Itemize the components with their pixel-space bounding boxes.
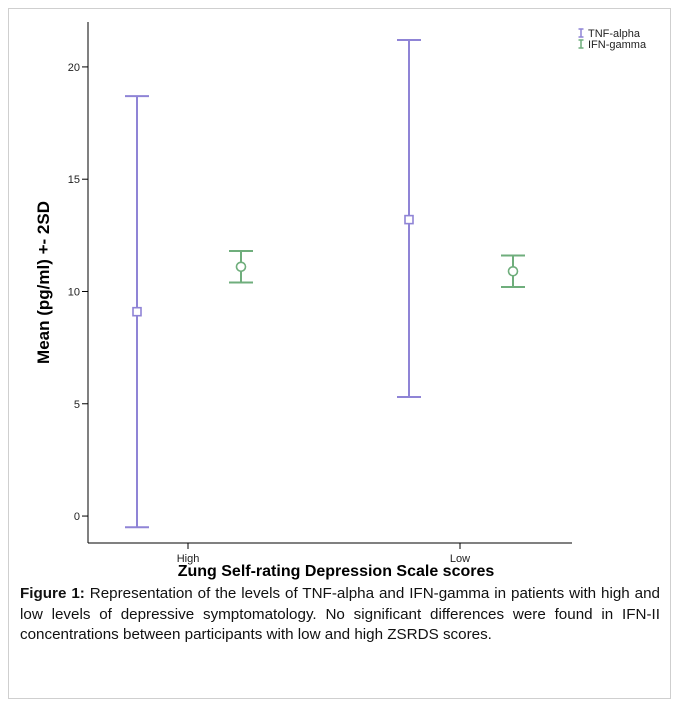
error-bar-ifn-gamma-low bbox=[501, 254, 525, 288]
legend-item-ifn-gamma: IFN-gamma bbox=[578, 39, 647, 51]
mean-marker bbox=[132, 306, 142, 317]
mean-marker bbox=[404, 214, 414, 225]
legend-label: TNF-alpha bbox=[588, 28, 641, 40]
error-bar-tnf-alpha-high bbox=[125, 95, 149, 529]
y-tick-label: 15 bbox=[68, 174, 80, 186]
error-bar-ifn-gamma-high bbox=[229, 250, 253, 284]
figure-frame bbox=[8, 8, 671, 699]
chart-marks bbox=[125, 38, 525, 529]
y-tick-label: 5 bbox=[74, 399, 80, 411]
x-axis-title: Zung Self-rating Depression Scale scores bbox=[178, 563, 495, 580]
x-tick-label: Low bbox=[450, 553, 470, 565]
y-axis-title: Mean (pg/ml) +- 2SD bbox=[34, 201, 53, 364]
mean-marker bbox=[235, 261, 247, 273]
error-bar-tnf-alpha-low bbox=[397, 38, 421, 399]
caption-text: Representation of the levels of TNF-alph… bbox=[20, 585, 660, 643]
y-tick-label: 10 bbox=[68, 286, 80, 298]
mean-marker bbox=[507, 265, 519, 277]
legend-item-tnf-alpha: TNF-alpha bbox=[578, 28, 641, 40]
y-tick-label: 0 bbox=[74, 511, 80, 523]
caption-label: Figure 1: bbox=[20, 585, 85, 602]
x-tick-label: High bbox=[177, 553, 200, 565]
legend-label: IFN-gamma bbox=[588, 39, 647, 51]
y-tick-label: 20 bbox=[68, 62, 80, 74]
axes: 0 5 10 15 20 High Low bbox=[68, 22, 572, 565]
figure-caption: Figure 1: Representation of the levels o… bbox=[20, 584, 660, 646]
